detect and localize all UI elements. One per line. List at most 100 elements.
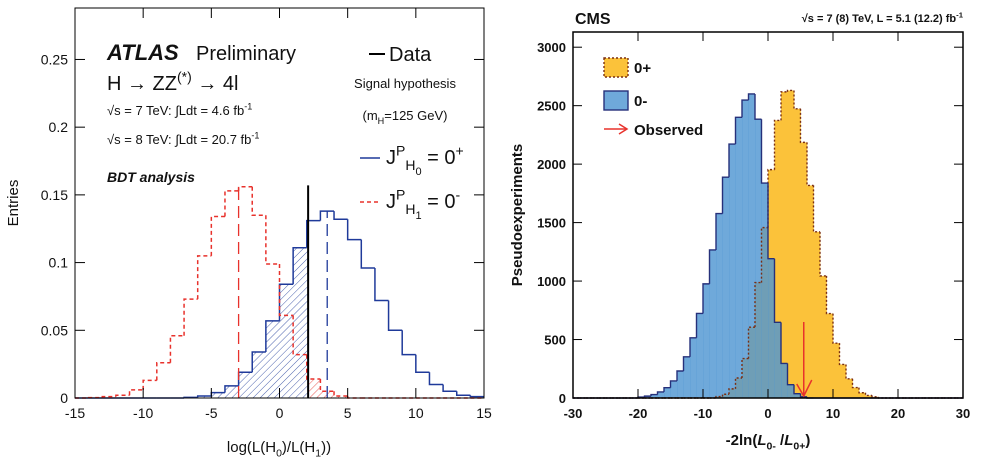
text-part: 1 (315, 448, 321, 460)
annotation: √s = 8 TeV: ∫Ldt = 20.7 fb-1 (107, 131, 260, 147)
histogram-step (265, 215, 280, 265)
annotation: √s = 7 (8) TeV, L = 5.1 (12.2) fb-1 (802, 10, 964, 25)
histogram-bin (768, 258, 775, 398)
histogram-step (708, 249, 716, 284)
histogram-step (265, 320, 280, 352)
histogram-bin (690, 337, 697, 398)
text-part: Signal hypothesis (354, 76, 456, 91)
histogram-step (142, 379, 157, 390)
y-tick-label: 0 (559, 391, 566, 406)
y-tick-label: 0.15 (41, 187, 68, 203)
histogram-step (780, 322, 788, 365)
histogram-step (251, 186, 266, 216)
histogram-step (643, 395, 651, 398)
histogram-step (734, 116, 742, 145)
histogram-step (721, 393, 729, 397)
histogram-step (650, 393, 658, 397)
x-tick-label: 5 (344, 405, 352, 421)
text-part: 0+ (634, 60, 651, 77)
histogram-step (360, 239, 375, 269)
legend-label: Observed (634, 122, 703, 139)
x-tick-label: -10 (133, 405, 153, 421)
histogram-step (689, 337, 697, 357)
histogram-bin (664, 387, 671, 398)
histogram-bin (820, 275, 827, 398)
annotation: CMS (575, 11, 611, 28)
text-part: P (396, 143, 405, 159)
histogram-bin (709, 249, 717, 398)
y-tick-label: 0.05 (41, 322, 68, 338)
histogram-step (428, 372, 444, 386)
x-axis-label: log(L(H0)/L(H1)) (227, 439, 331, 460)
y-tick-label: 0.25 (41, 51, 68, 67)
histogram-step (747, 93, 755, 101)
hatched-bin (265, 320, 280, 398)
x-tick-label: -10 (694, 406, 713, 421)
hatched-bin (293, 247, 307, 398)
histogram-step (128, 389, 144, 396)
histogram-step (858, 387, 866, 394)
histogram-step (169, 334, 185, 363)
histogram-bin (729, 144, 736, 398)
x-tick-label: 10 (826, 406, 840, 421)
histogram-step (224, 190, 239, 217)
legend-swatch (618, 123, 629, 135)
histogram-bin (774, 120, 782, 398)
x-tick-label: -30 (564, 406, 583, 421)
histogram-step (721, 176, 729, 214)
legend-label: 0+ (634, 60, 651, 77)
y-tick-label: 3000 (537, 40, 566, 55)
histogram-step (319, 210, 335, 221)
histogram-step (832, 313, 840, 344)
histogram-step (251, 351, 266, 373)
histogram-bin (774, 322, 782, 398)
annotation: (mH=125 GeV) (363, 108, 448, 126)
histogram-step (754, 93, 762, 120)
histogram-step (702, 283, 710, 314)
histogram-step (346, 219, 362, 241)
x-axis-label: -2ln(L0- /L0+) (726, 432, 811, 453)
histogram-step (767, 168, 775, 228)
histogram-step (786, 363, 794, 386)
hatched-bin (334, 395, 348, 398)
histogram-step (306, 354, 321, 380)
text-part: 0+ (793, 441, 805, 453)
text-part: 0- (634, 93, 647, 110)
annotation: ATLAS (106, 40, 179, 65)
x-tick-label: 15 (476, 405, 492, 421)
histogram-bin (748, 93, 756, 399)
legend-label: Data (389, 44, 432, 66)
text-part: √s = 8 TeV: ∫Ldt = 20.7 fb (107, 132, 251, 147)
histogram-step (825, 275, 833, 315)
hatched-bin (211, 392, 225, 398)
histogram-step (663, 387, 671, 392)
histogram-bin (657, 391, 665, 398)
histogram-step (278, 263, 294, 317)
histogram-bin (787, 384, 795, 398)
text-part: )) (321, 439, 331, 456)
text-part: = 0 (422, 147, 456, 169)
histogram-step (741, 99, 749, 118)
histogram-bin (865, 395, 873, 398)
y-tick-label: 0 (60, 390, 68, 406)
text-part: / (776, 432, 785, 449)
text-part: (m (363, 108, 378, 123)
histogram-step (799, 393, 807, 398)
histogram-step (695, 312, 703, 338)
histogram-bin (755, 119, 762, 399)
histogram-step (442, 384, 457, 392)
histogram-bin (807, 185, 814, 398)
x-tick-label: -20 (629, 406, 648, 421)
histogram-step (754, 281, 762, 328)
text-part: ) (805, 432, 810, 449)
histogram-step (780, 91, 788, 121)
histogram-bin (761, 183, 769, 398)
histogram-step (333, 391, 348, 397)
text-part: P (396, 187, 405, 203)
x-tick-label: 0 (276, 405, 284, 421)
histogram-step (469, 395, 484, 398)
text-part: 0 (415, 166, 421, 178)
histogram-bin (742, 100, 749, 398)
